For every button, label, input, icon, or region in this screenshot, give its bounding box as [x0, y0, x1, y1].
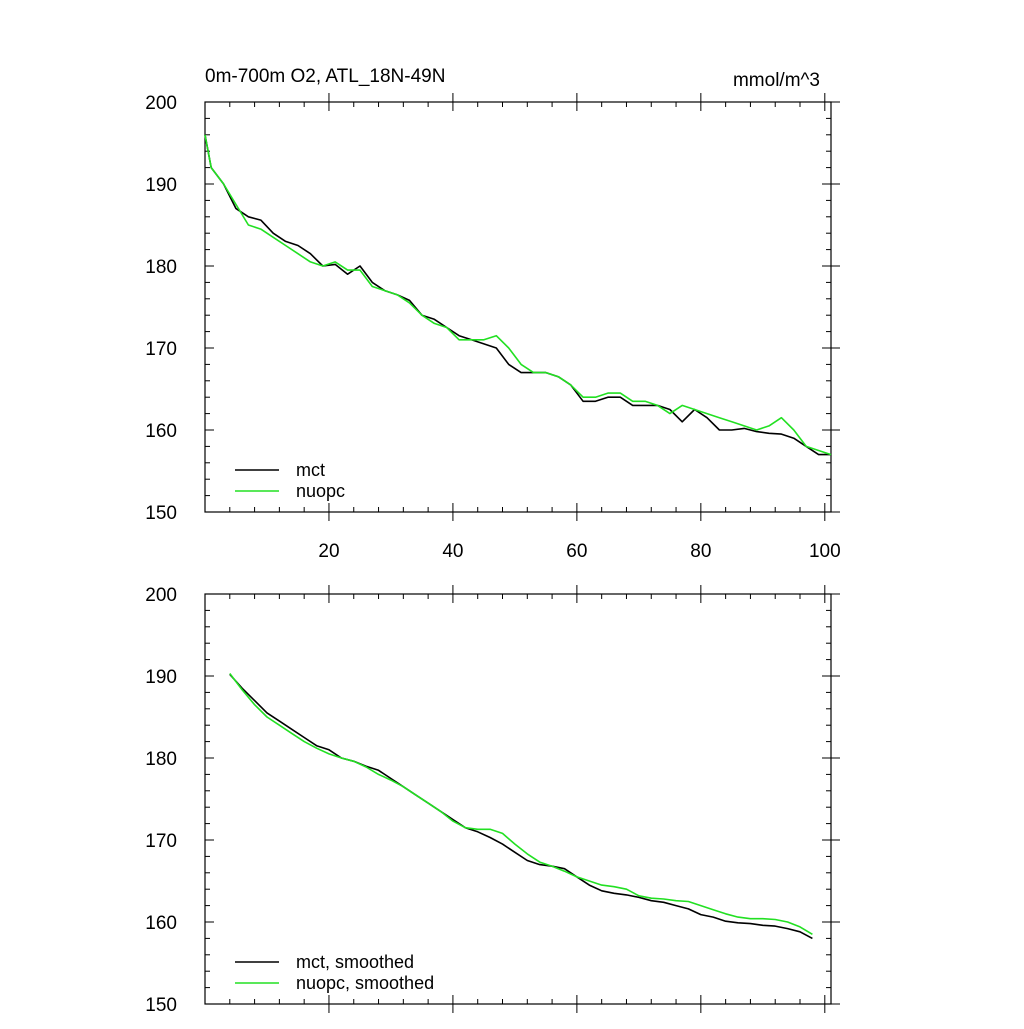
y-tick-label: 200 — [145, 93, 177, 114]
y-tick-labels: 150 160 170 180 190 200 — [145, 93, 177, 524]
series-line-nuopc-smoothed — [229, 673, 813, 935]
y-tick-label: 180 — [145, 257, 177, 278]
x-tick-label: 100 — [809, 541, 841, 562]
top-panel: 0m-700m O2, ATL_18N-49N mmol/m^3 150 160… — [145, 66, 840, 562]
plot-frame — [204, 593, 832, 1005]
y-tick-label: 160 — [145, 421, 177, 442]
y-tick-label: 190 — [145, 175, 177, 196]
legend-label-nuopc: nuopc — [296, 481, 345, 501]
legend-label-mct: mct — [296, 460, 325, 480]
x-tick-label: 40 — [442, 541, 463, 562]
x-tick-labels: 20 40 60 80 100 — [318, 541, 840, 562]
axis-ticks — [205, 93, 840, 521]
y-tick-label: 180 — [145, 749, 177, 770]
legend-label-mct-smoothed: mct, smoothed — [296, 952, 414, 972]
y-tick-label: 160 — [145, 913, 177, 934]
bottom-panel: 150 160 170 180 190 200 mct, smoothed nu… — [145, 585, 840, 1016]
series-line-nuopc — [204, 134, 832, 456]
legend: mct, smoothed nuopc, smoothed — [235, 952, 434, 993]
y-tick-label: 170 — [145, 339, 177, 360]
chart-title: 0m-700m O2, ATL_18N-49N — [205, 66, 445, 87]
series-lines — [204, 134, 832, 456]
legend-label-nuopc-smoothed: nuopc, smoothed — [296, 973, 434, 993]
y-tick-label: 150 — [145, 503, 177, 524]
y-tick-labels: 150 160 170 180 190 200 — [145, 585, 177, 1016]
x-tick-label: 20 — [318, 541, 339, 562]
units-label: mmol/m^3 — [733, 70, 820, 91]
series-line-mct — [204, 134, 831, 456]
y-tick-label: 200 — [145, 585, 177, 606]
x-tick-label: 60 — [566, 541, 587, 562]
y-tick-label: 170 — [145, 831, 177, 852]
y-tick-label: 150 — [145, 995, 177, 1016]
y-tick-label: 190 — [145, 667, 177, 688]
x-tick-label: 80 — [690, 541, 711, 562]
series-lines — [229, 673, 813, 940]
series-line-mct-smoothed — [229, 673, 813, 940]
axis-ticks — [205, 585, 840, 1013]
legend: mct nuopc — [235, 460, 345, 501]
plot-frame — [204, 101, 832, 513]
